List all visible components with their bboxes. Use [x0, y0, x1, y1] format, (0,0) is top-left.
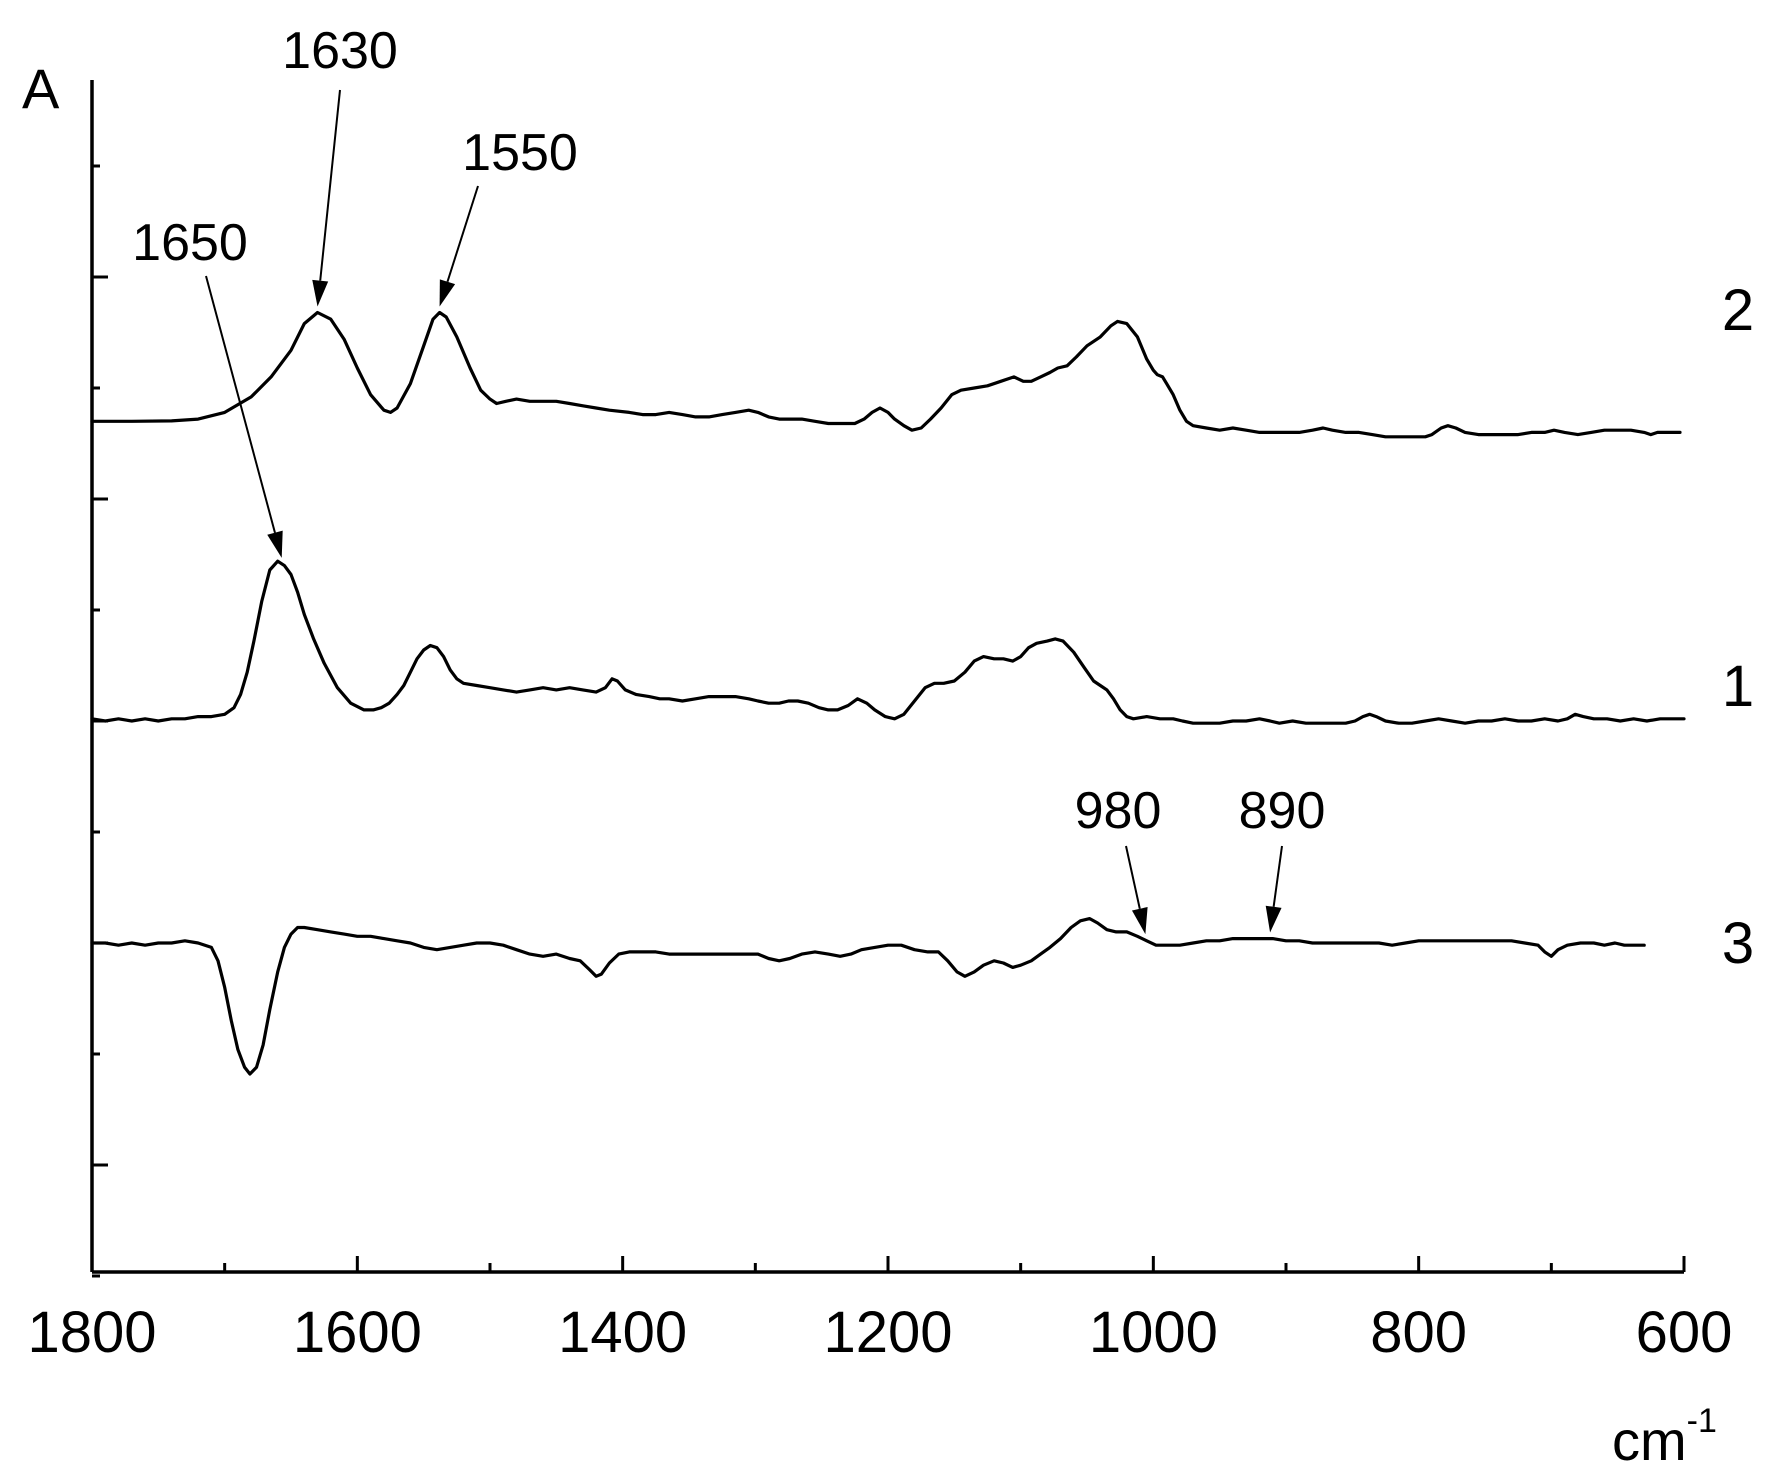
- x-tick-label: 600: [1636, 1300, 1733, 1365]
- x-axis-label: cm-1: [1612, 1402, 1717, 1472]
- peak-arrowhead-1650: [267, 530, 283, 558]
- series-label-3: 3: [1722, 911, 1754, 976]
- peak-arrow-1550: [446, 185, 479, 283]
- x-tick-label: 800: [1370, 1300, 1467, 1365]
- peak-annotations: 1630 1550 1650 980 890: [132, 22, 1326, 935]
- peak-label-1650: 1650: [132, 214, 248, 272]
- y-axis-label: A: [22, 57, 60, 120]
- spectrum-curve-2: [90, 310, 1682, 439]
- x-tick-label: 1000: [1089, 1300, 1218, 1365]
- peak-arrow-1650: [205, 275, 276, 533]
- peak-label-1630: 1630: [282, 22, 398, 80]
- peak-arrow-890: [1272, 845, 1283, 907]
- x-axis-unit-exponent: -1: [1687, 1402, 1717, 1440]
- series-label-1: 1: [1722, 654, 1754, 719]
- x-tick-label: 1600: [293, 1300, 422, 1365]
- x-tick-label: 1200: [823, 1300, 952, 1365]
- peak-arrowhead-1630: [312, 279, 329, 307]
- axis-labels: A cm-1: [22, 57, 1717, 1472]
- x-axis-unit: cm: [1612, 1409, 1687, 1472]
- peak-arrow-980: [1125, 845, 1141, 909]
- peak-arrow-1630: [319, 89, 341, 281]
- spectra-curves: 2 1 3: [90, 278, 1754, 1076]
- peak-arrowhead-890: [1265, 905, 1282, 933]
- peak-label-980: 980: [1075, 782, 1162, 840]
- peak-arrowhead-980: [1131, 907, 1148, 935]
- axes: 1800 1600 1400 1200 1000 800 600: [27, 80, 1732, 1365]
- spectrum-curve-1: [90, 559, 1686, 725]
- peak-arrowhead-1550: [439, 279, 456, 307]
- x-tick-label: 1800: [27, 1300, 156, 1365]
- peak-label-890: 890: [1239, 782, 1326, 840]
- series-label-2: 2: [1722, 278, 1754, 343]
- peak-label-1550: 1550: [462, 124, 578, 182]
- x-tick-label: 1400: [558, 1300, 687, 1365]
- spectrum-curve-3: [90, 917, 1646, 1076]
